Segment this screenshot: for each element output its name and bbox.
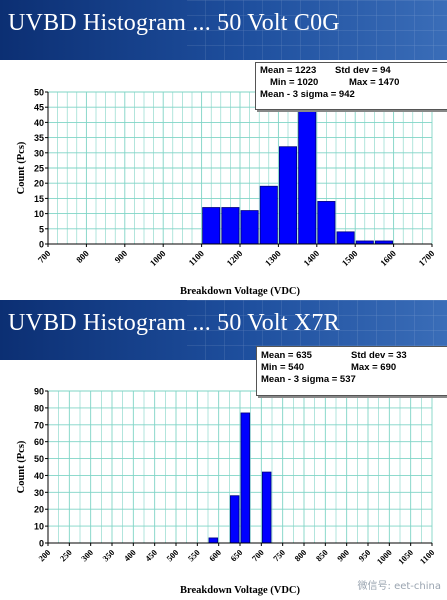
c0g-y-tick-label: 50	[34, 88, 44, 98]
c0g-x-tick-label: 1400	[301, 248, 321, 268]
x7r-x-tick-label: 1050	[396, 547, 415, 566]
c0g-y-axis-label: Count (Pcs)	[16, 141, 27, 194]
x7r-histogram-chart: 0 10 20 30 40 50 60 70 80 90 200 250 300 350 400 450 500…	[16, 387, 437, 597]
x7r-bar	[208, 537, 219, 544]
x7r-y-tick-label: 80	[34, 403, 44, 413]
c0g-x-tick-label: 1600	[378, 248, 398, 268]
c0g-stat-mean3sigma: Mean - 3 sigma = 942	[260, 89, 355, 100]
x7r-x-tick-label: 500	[164, 547, 180, 563]
x7r-x-tick-label: 250	[58, 547, 74, 563]
x7r-x-tick-label: 450	[143, 547, 159, 563]
x7r-x-tick-label: 1000	[375, 547, 394, 566]
x7r-stat-mean3sigma: Mean - 3 sigma = 537	[261, 374, 356, 385]
c0g-bar	[259, 185, 278, 245]
c0g-bar	[240, 210, 259, 245]
c0g-bar	[221, 207, 240, 245]
c0g-bar	[336, 231, 355, 245]
c0g-y-tick-label: 40	[34, 118, 44, 128]
c0g-y-tick-label: 35	[34, 133, 44, 143]
x7r-y-tick-label: 0	[39, 539, 44, 549]
x7r-y-tick-label: 90	[34, 387, 44, 397]
x7r-x-tick-label: 950	[356, 547, 372, 563]
c0g-stat-std: Std dev = 94	[335, 65, 391, 76]
c0g-stats-box: Mean = 1223 Std dev = 94 Min = 1020 Max …	[255, 62, 447, 110]
wechat-watermark: 微信号: eet-china	[357, 581, 441, 592]
x7r-x-axis-label: Breakdown Voltage (VDC)	[180, 585, 300, 596]
x7r-stat-mean: Mean = 635	[261, 350, 312, 361]
c0g-bar	[317, 201, 336, 245]
c0g-banner-title: UVBD Histogram ... 50 Volt C0G	[8, 10, 340, 36]
x7r-x-tick-label: 400	[122, 547, 138, 563]
c0g-x-tick-label: 1500	[340, 248, 360, 268]
x7r-y-tick-label: 40	[34, 471, 44, 481]
c0g-x-tick-label: 800	[74, 248, 91, 265]
x7r-x-tick-label: 350	[100, 547, 116, 563]
x7r-stat-std: Std dev = 33	[351, 350, 407, 361]
c0g-bar	[278, 146, 297, 245]
c0g-histogram-panel: UVBD Histogram ... 50 Volt C0G 0 5 10 15 20 2…	[0, 0, 447, 298]
c0g-bar	[298, 109, 317, 245]
c0g-y-tick-label: 15	[34, 194, 44, 204]
x7r-stat-max: Max = 690	[351, 362, 397, 373]
x7r-x-tick-label: 600	[207, 547, 223, 563]
x7r-histogram-panel: UVBD Histogram ... 50 Volt X7R 0 10 20 30 40…	[0, 300, 447, 600]
c0g-stat-max: Max = 1470	[349, 77, 400, 88]
c0g-y-tick-label: 30	[34, 148, 44, 158]
c0g-y-tick-label: 45	[34, 103, 44, 113]
x7r-banner-title: UVBD Histogram ... 50 Volt X7R	[8, 310, 340, 336]
x7r-x-tick-label: 750	[271, 547, 287, 563]
x7r-y-tick-label: 20	[34, 505, 44, 515]
x7r-y-tick-label: 50	[34, 454, 44, 464]
x7r-x-tick-label: 200	[36, 547, 52, 563]
world-map-decoration	[187, 0, 447, 60]
x7r-x-tick-label: 300	[79, 547, 95, 563]
c0g-x-tick-label: 1700	[417, 248, 437, 268]
c0g-x-tick-label: 1100	[187, 248, 207, 268]
c0g-x-tick-label: 1200	[225, 248, 245, 268]
c0g-stat-mean: Mean = 1223	[260, 65, 317, 76]
x7r-y-tick-label: 30	[34, 488, 44, 498]
c0g-y-tick-label: 5	[39, 224, 44, 234]
c0g-x-tick-label: 700	[36, 248, 53, 265]
c0g-banner: UVBD Histogram ... 50 Volt C0G	[0, 0, 447, 60]
c0g-x-tick-label: 1000	[148, 248, 168, 268]
x7r-x-tick-label: 1100	[418, 547, 437, 566]
x7r-x-tick-label: 800	[292, 547, 308, 563]
c0g-histogram-chart: 0 5 10 15 20 25 30 35 40 45 50 700 800 900 1000 1100 120…	[16, 88, 437, 298]
c0g-bar	[202, 207, 221, 245]
x7r-x-tick-label: 900	[335, 547, 351, 563]
x7r-x-tick-label: 550	[186, 547, 202, 563]
c0g-x-tick-label: 900	[113, 248, 130, 265]
c0g-y-tick-label: 0	[39, 240, 44, 250]
c0g-y-tick-label: 25	[34, 164, 44, 174]
c0g-x-axis-label: Breakdown Voltage (VDC)	[180, 286, 300, 297]
x7r-y-tick-label: 70	[34, 420, 44, 430]
x7r-y-axis-label: Count (Pcs)	[16, 440, 27, 493]
x7r-y-tick-label: 60	[34, 437, 44, 447]
x7r-stats-box: Mean = 635 Std dev = 33 Min = 540 Max = …	[256, 346, 447, 396]
x7r-bar	[240, 412, 251, 544]
x7r-bar	[261, 471, 272, 544]
x7r-x-tick-label: 650	[228, 547, 244, 563]
x7r-y-tick-label: 10	[34, 522, 44, 532]
c0g-stat-min: Min = 1020	[270, 77, 319, 88]
x7r-bar	[229, 495, 240, 544]
x7r-x-tick-label: 700	[250, 547, 266, 563]
x7r-x-tick-label: 850	[314, 547, 330, 563]
x7r-stat-min: Min = 540	[261, 362, 305, 373]
c0g-y-tick-label: 10	[34, 209, 44, 219]
c0g-y-tick-label: 20	[34, 179, 44, 189]
c0g-x-tick-label: 1300	[263, 248, 283, 268]
